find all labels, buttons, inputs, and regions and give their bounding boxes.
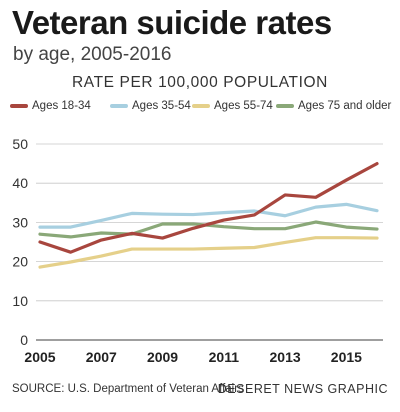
- x-tick-label: 2011: [209, 349, 240, 365]
- legend-swatch: [192, 104, 210, 108]
- x-tick-label: 2007: [86, 349, 117, 365]
- y-tick-label: 20: [12, 254, 28, 270]
- y-tick-label: 50: [12, 136, 28, 152]
- x-tick-label: 2013: [270, 349, 301, 365]
- y-axis-label: RATE PER 100,000 POPULATION: [72, 74, 328, 91]
- legend-label: Ages 18-34: [32, 100, 91, 112]
- legend-item-ages-75-and-older: Ages 75 and older: [276, 100, 391, 112]
- legend-item-ages-55-74: Ages 55-74: [192, 100, 273, 112]
- x-tick-label: 2015: [331, 349, 362, 365]
- legend-item-ages-35-54: Ages 35-54: [110, 100, 191, 112]
- x-tick-label: 2005: [24, 349, 55, 365]
- y-tick-label: 0: [20, 332, 28, 348]
- y-tick-label: 10: [12, 293, 28, 309]
- legend-label: Ages 55-74: [214, 100, 273, 112]
- series-line-ages-35-54: [38, 202, 379, 229]
- source-note: SOURCE: U.S. Department of Veteran Affai…: [12, 383, 244, 395]
- legend-swatch: [276, 104, 294, 108]
- legend-item-ages-18-34: Ages 18-34: [10, 100, 91, 112]
- legend-swatch: [110, 104, 128, 108]
- series-line-ages-55-74: [38, 236, 379, 269]
- legend-swatch: [10, 104, 28, 108]
- y-tick-label: 40: [12, 175, 28, 191]
- y-tick-label: 30: [12, 214, 28, 230]
- series-line-ages-18-34: [38, 162, 379, 254]
- graphic-credit: DESERET NEWS GRAPHIC: [217, 382, 388, 396]
- x-tick-label: 2009: [147, 349, 178, 365]
- chart-subtitle: by age, 2005-2016: [13, 44, 172, 65]
- chart-title: Veteran suicide rates: [12, 4, 332, 41]
- legend-label: Ages 35-54: [132, 100, 191, 112]
- legend-label: Ages 75 and older: [298, 100, 392, 112]
- legend: Ages 18-34 Ages 35-54 Ages 55-74 Ages 75…: [10, 100, 400, 118]
